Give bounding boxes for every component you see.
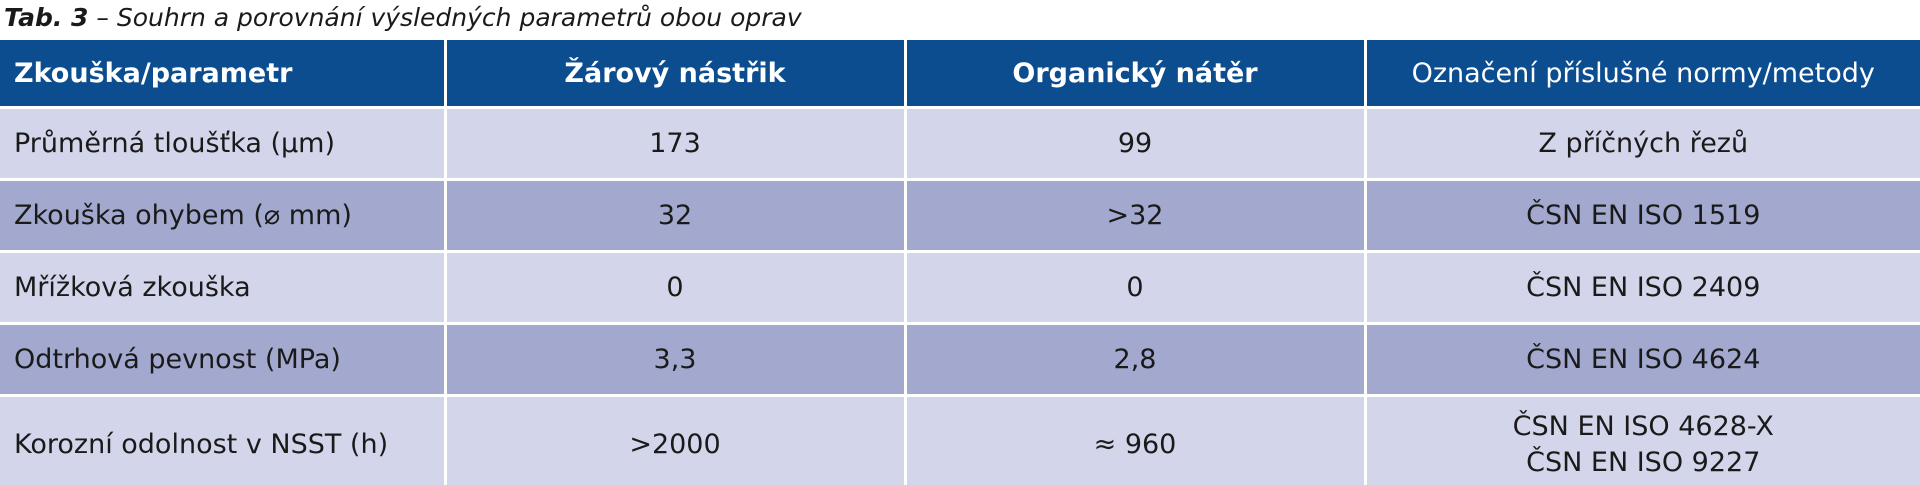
cell-parameter: Průměrná tloušťka (µm) [0, 107, 447, 181]
header-parameter: Zkouška/parametr [0, 40, 447, 109]
cell-standard: Z příčných řezů [1365, 107, 1920, 181]
comparison-table-container: Zkouška/parametr Žárový nástřik Organick… [0, 40, 1920, 485]
cell-standard: ČSN EN ISO 2409 [1365, 251, 1920, 325]
table-caption: Tab. 3 – Souhrn a porovnání výsledných p… [4, 0, 802, 40]
table-caption-text: – Souhrn a porovnání výsledných parametr… [88, 3, 802, 32]
standard-line: ČSN EN ISO 9227 [1526, 447, 1761, 478]
header-thermal-spray: Žárový nástřik [445, 40, 907, 109]
table-header: Zkouška/parametr Žárový nástřik Organick… [0, 40, 1920, 109]
cell-organic-coating: 2,8 [905, 323, 1367, 397]
table-row: Mřížková zkouška 0 0 ČSN EN ISO 2409 [0, 251, 1920, 325]
cell-organic-coating: 0 [905, 251, 1367, 325]
table-row: Odtrhová pevnost (MPa) 3,3 2,8 ČSN EN IS… [0, 323, 1920, 397]
cell-organic-coating: ≈ 960 [905, 395, 1367, 485]
cell-organic-coating: 99 [905, 107, 1367, 181]
cell-thermal-spray: 3,3 [445, 323, 907, 397]
standard-line: ČSN EN ISO 4628-X [1512, 411, 1774, 442]
header-standard: Označení příslušné normy/metody [1365, 40, 1920, 109]
cell-parameter: Odtrhová pevnost (MPa) [0, 323, 447, 397]
table-row: Korozní odolnost v NSST (h) >2000 ≈ 960 … [0, 395, 1920, 485]
cell-thermal-spray: >2000 [445, 395, 907, 485]
table-caption-label: Tab. 3 [4, 3, 89, 32]
cell-standard: ČSN EN ISO 1519 [1365, 179, 1920, 253]
cell-parameter: Zkouška ohybem (⌀ mm) [0, 179, 447, 253]
standard-line: ČSN EN ISO 2409 [1526, 272, 1761, 303]
cell-organic-coating: >32 [905, 179, 1367, 253]
table-row: Průměrná tloušťka (µm) 173 99 Z příčných… [0, 107, 1920, 181]
table-row: Zkouška ohybem (⌀ mm) 32 >32 ČSN EN ISO … [0, 179, 1920, 253]
cell-standard: ČSN EN ISO 4624 [1365, 323, 1920, 397]
standard-line: ČSN EN ISO 4624 [1526, 344, 1761, 375]
cell-parameter: Mřížková zkouška [0, 251, 447, 325]
cell-thermal-spray: 173 [445, 107, 907, 181]
table-body: Průměrná tloušťka (µm) 173 99 Z příčných… [0, 107, 1920, 485]
cell-thermal-spray: 32 [445, 179, 907, 253]
comparison-table: Zkouška/parametr Žárový nástřik Organick… [0, 40, 1920, 485]
cell-standard: ČSN EN ISO 4628-X ČSN EN ISO 9227 [1365, 395, 1920, 485]
standard-line: ČSN EN ISO 1519 [1526, 200, 1761, 231]
cell-parameter: Korozní odolnost v NSST (h) [0, 395, 447, 485]
header-organic-coating: Organický nátěr [905, 40, 1367, 109]
standard-line: Z příčných řezů [1538, 128, 1749, 159]
cell-thermal-spray: 0 [445, 251, 907, 325]
header-row: Zkouška/parametr Žárový nástřik Organick… [0, 40, 1920, 109]
